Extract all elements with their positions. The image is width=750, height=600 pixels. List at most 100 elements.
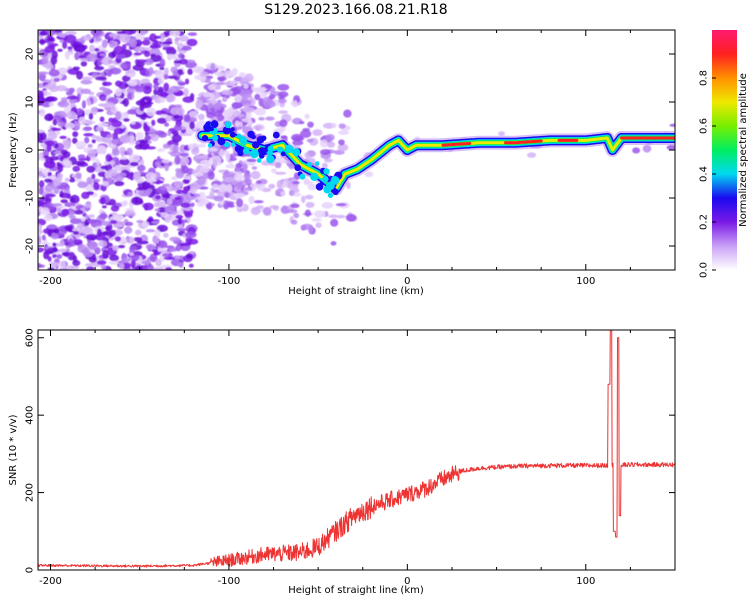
spectral-noise-blob (39, 31, 48, 36)
snr-frame (37, 329, 676, 571)
spectral-noise-blob (176, 228, 189, 232)
spectral-noise-blob (163, 82, 170, 92)
spectral-noise-blob (108, 198, 116, 206)
spectral-noise-blob (113, 45, 124, 55)
spectral-noise-blob (154, 208, 160, 212)
spectral-noise-blob (142, 85, 152, 95)
spectral-noise-blob (53, 186, 60, 195)
spectral-noise-blob (224, 70, 234, 79)
spectral-noise-blob (153, 83, 159, 90)
spectral-noise-blob (156, 224, 168, 232)
spectrogram-xtick-label: 0 (404, 276, 410, 287)
spectral-noise-blob (165, 245, 174, 249)
spectral-noise-blob (44, 45, 55, 54)
spectral-noise-blob (38, 229, 43, 235)
spectral-noise-blob (226, 183, 233, 193)
spectral-noise-blob (293, 192, 302, 197)
spectral-noise-blob (209, 110, 218, 116)
spectral-ridge-dot (299, 173, 306, 180)
spectral-ridge-band (200, 134, 675, 190)
spectral-noise-blob (161, 41, 173, 45)
spectral-noise-blob (330, 218, 339, 227)
spectral-noise-blob (56, 185, 68, 190)
spectral-noise-blob (100, 221, 112, 226)
spectral-noise-blob (144, 135, 152, 141)
spectral-noise-blob (60, 199, 68, 204)
spectral-noise-blob (91, 173, 96, 180)
spectral-noise-blob (47, 171, 52, 178)
spectral-noise-blob (143, 125, 151, 133)
spectral-noise-blob (62, 40, 68, 49)
spectral-noise-blob (40, 157, 46, 161)
spectral-noise-blob (159, 33, 165, 42)
spectral-noise-blob (173, 86, 185, 90)
spectral-noise-blob (280, 135, 288, 139)
spectral-noise-blob (197, 196, 206, 202)
spectral-noise-blob (114, 236, 122, 242)
spectral-noise-blob (240, 76, 250, 83)
spectral-noise-blob (41, 234, 46, 241)
spectral-noise-blob (93, 182, 100, 191)
spectral-noise-blob (74, 209, 84, 215)
spectral-noise-blob (84, 214, 90, 220)
spectral-noise-blob (157, 86, 164, 93)
spectral-noise-blob (163, 256, 176, 260)
spectral-noise-blob (75, 172, 82, 180)
colorbar-tick-label: 0.8 (699, 70, 710, 86)
spectral-noise-blob (78, 116, 87, 126)
spectral-ridge-dot (292, 148, 301, 157)
spectral-noise-blob (301, 195, 306, 204)
spectral-noise-blob (187, 32, 198, 37)
spectral-noise-blob (60, 149, 68, 155)
spectral-noise-blob (43, 214, 53, 222)
spectral-noise-blob (331, 123, 337, 128)
spectral-noise-blob (102, 81, 108, 86)
spectral-noise-blob (216, 81, 226, 86)
spectral-noise-blob (212, 159, 218, 168)
spectral-noise-blob (252, 125, 264, 130)
spectral-noise-blob (88, 112, 94, 120)
spectral-noise-blob (38, 247, 45, 253)
spectral-noise-blob (64, 122, 75, 130)
spectral-noise-blob (114, 88, 122, 97)
spectral-noise-blob (103, 101, 116, 111)
spectral-noise-blob (44, 190, 55, 195)
spectral-noise-blob (182, 179, 190, 185)
spectral-noise-blob (153, 202, 160, 208)
spectral-noise-blob (253, 200, 264, 204)
spectral-noise-blob (165, 115, 173, 122)
spectral-ridge-dot (223, 141, 230, 148)
spectral-noise-blob (81, 191, 90, 200)
spectral-ridge-dot (294, 164, 302, 172)
spectral-noise-blob (68, 178, 76, 183)
spectral-noise-blob (40, 143, 47, 147)
spectral-noise-blob (142, 220, 150, 228)
spectral-noise-blob (100, 264, 107, 270)
spectral-noise-blob (153, 250, 158, 256)
spectral-noise-blob (302, 127, 311, 132)
colorbar-tick-label: 0.6 (699, 118, 710, 134)
snr-xtick-label: -100 (218, 576, 241, 587)
spectral-noise-blob (338, 130, 350, 136)
spectral-noise-blob (291, 181, 300, 185)
spectral-noise-blob (179, 152, 189, 157)
spectral-noise-blob (308, 225, 314, 234)
snr-ytick-label: 400 (25, 406, 36, 425)
spectral-ridge-dot (272, 131, 280, 139)
spectral-noise-blob (53, 77, 61, 82)
spectral-noise-blob (337, 143, 349, 152)
spectral-noise-blob (154, 160, 161, 167)
spectral-noise-blob (83, 126, 93, 131)
spectral-noise-blob (304, 152, 311, 159)
spectral-noise-blob (293, 188, 300, 193)
spectral-noise-blob (157, 77, 165, 85)
spectral-noise-blob (56, 254, 63, 259)
spectral-noise-blob (83, 204, 93, 208)
spectral-noise-blob (171, 134, 182, 143)
spectral-noise-blob (132, 64, 144, 71)
spectral-ridge-dot (201, 135, 209, 142)
spectral-noise-blob (210, 107, 215, 112)
spectral-noise-blob (64, 34, 77, 44)
spectral-noise-blob (109, 219, 118, 225)
spectral-noise-blob (165, 267, 172, 270)
